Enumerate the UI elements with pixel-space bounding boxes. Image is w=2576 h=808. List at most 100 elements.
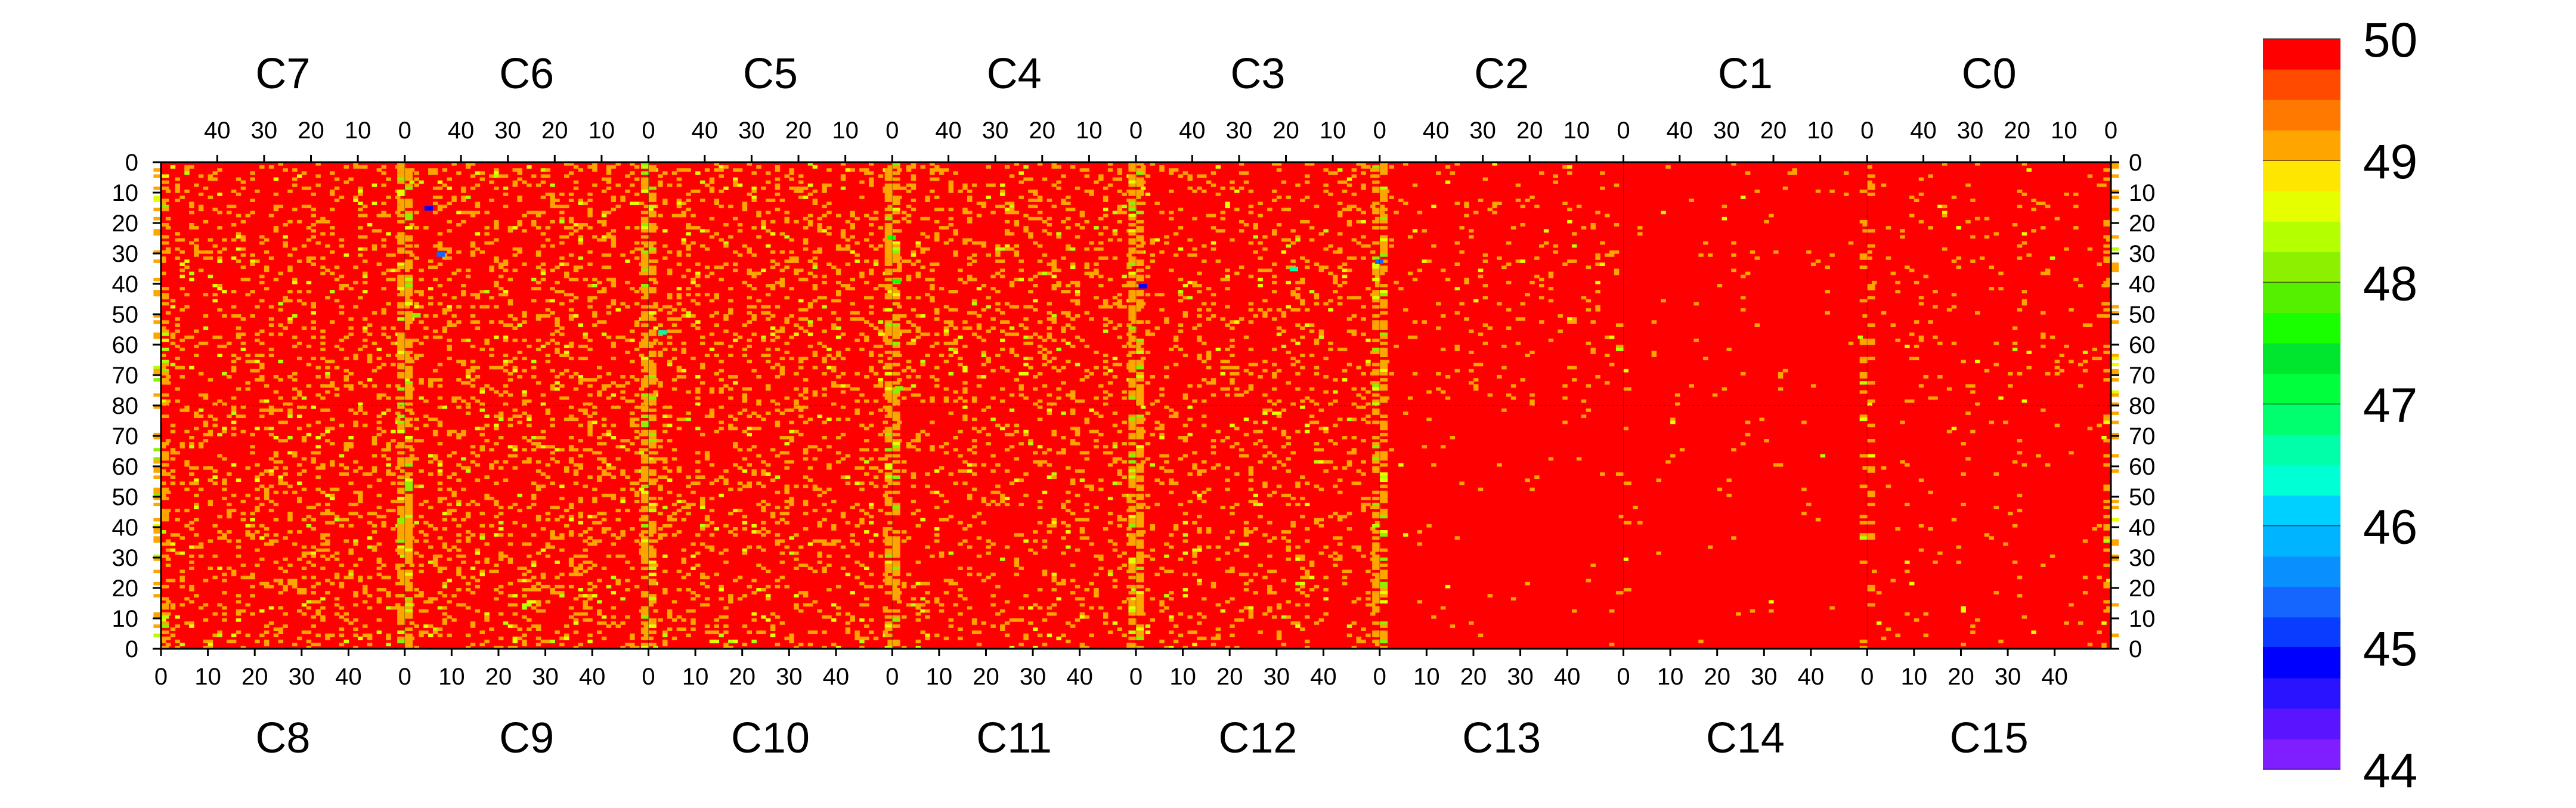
- heatmap-cell: [409, 253, 415, 257]
- heatmap-cell: [371, 247, 377, 251]
- heatmap-cell: [198, 442, 204, 445]
- heatmap-cell: [339, 606, 345, 610]
- heatmap-cell: [329, 189, 335, 193]
- heatmap-cell: [381, 287, 386, 290]
- heatmap-cell: [1079, 378, 1085, 382]
- heatmap-cell: [348, 287, 354, 290]
- heatmap-cell: [414, 551, 419, 555]
- heatmap-cell: [250, 594, 255, 598]
- heatmap-cell: [915, 271, 921, 275]
- heatmap-cell: [522, 369, 527, 373]
- heatmap-cell: [1042, 219, 1048, 224]
- heatmap-cell: [1243, 223, 1249, 227]
- heatmap-cell: [686, 168, 691, 172]
- heatmap-cell: [189, 442, 194, 445]
- heatmap-cell: [165, 189, 171, 193]
- heatmap-cell: [930, 162, 935, 166]
- heatmap-cell: [948, 372, 954, 376]
- heatmap-cell: [437, 463, 443, 467]
- heatmap-cell: [1454, 287, 1460, 290]
- heatmap-cell: [1248, 387, 1254, 391]
- heatmap-cell: [343, 384, 349, 388]
- heatmap-cell: [517, 375, 522, 379]
- heatmap-cell: [714, 202, 720, 205]
- heatmap-cell: [423, 226, 429, 230]
- heatmap-cell: [391, 341, 396, 345]
- heatmap-cell: [363, 165, 368, 169]
- edge-column-cell: [397, 193, 405, 196]
- heatmap-cell: [437, 420, 443, 425]
- heatmap-cell: [803, 378, 809, 382]
- heatmap-cell: [386, 509, 391, 513]
- heatmap-cell: [1117, 323, 1123, 327]
- heatmap-cell: [358, 235, 363, 239]
- heatmap-cell: [1061, 174, 1066, 178]
- heatmap-cell: [498, 265, 504, 270]
- heatmap-cell: [789, 287, 794, 290]
- heatmap-cell: [630, 250, 635, 254]
- edge-column-cell: [884, 226, 893, 230]
- heatmap-cell: [1117, 205, 1123, 209]
- heatmap-cell: [1061, 366, 1066, 370]
- heatmap-cell: [194, 594, 199, 598]
- heatmap-cell: [1426, 390, 1432, 394]
- heatmap-cell: [812, 199, 818, 202]
- heatmap-cell: [475, 426, 481, 431]
- heatmap-cell: [826, 354, 832, 357]
- heatmap-cell: [578, 235, 584, 239]
- heatmap-cell: [934, 232, 940, 236]
- heatmap-cell: [643, 375, 649, 379]
- heatmap-cell: [165, 399, 171, 403]
- edge-column-cell: [404, 277, 413, 281]
- heatmap-cell: [212, 575, 218, 580]
- edge-column-cell: [648, 329, 657, 333]
- heatmap-cell: [179, 196, 185, 199]
- heatmap-cell: [1961, 360, 1966, 364]
- heatmap-cell: [306, 280, 312, 284]
- edge-column-cell: [2111, 162, 2119, 166]
- heatmap-cell: [719, 189, 724, 193]
- heatmap-cell: [1014, 354, 1020, 357]
- heatmap-cell: [325, 390, 330, 394]
- heatmap-cell: [1590, 348, 1596, 351]
- heatmap-cell: [419, 594, 424, 598]
- edge-column-cell: [1867, 186, 1875, 190]
- heatmap-cell: [465, 411, 471, 415]
- heatmap-cell: [278, 308, 283, 312]
- heatmap-cell: [381, 448, 386, 452]
- heatmap-cell: [489, 199, 494, 202]
- edge-column-cell: [397, 168, 405, 172]
- heatmap-cell: [432, 171, 438, 175]
- heatmap-cell: [503, 193, 509, 196]
- heatmap-cell: [868, 171, 874, 175]
- heatmap-cell: [1286, 351, 1291, 354]
- heatmap-cell: [1933, 335, 1938, 339]
- heatmap-cell: [437, 442, 443, 445]
- heatmap-cell: [358, 186, 363, 190]
- heatmap-cell: [555, 348, 560, 351]
- heatmap-cell: [203, 250, 209, 254]
- heatmap-cell: [550, 183, 555, 187]
- heatmap-cell: [606, 372, 612, 376]
- heatmap-cell: [2041, 311, 2046, 315]
- heatmap-cell: [301, 436, 307, 439]
- heatmap-cell: [175, 186, 181, 190]
- edge-column-cell: [892, 345, 900, 348]
- heatmap-cell: [343, 639, 349, 643]
- heatmap-cell: [779, 232, 785, 236]
- heatmap-cell: [1084, 247, 1089, 251]
- heatmap-cell: [1792, 168, 1797, 172]
- heatmap-cell: [456, 171, 462, 175]
- heatmap-cell: [1075, 186, 1080, 190]
- heatmap-cell: [437, 591, 443, 595]
- heatmap-cell: [1230, 372, 1235, 376]
- heatmap-cell: [278, 205, 283, 209]
- heatmap-cell: [1009, 280, 1015, 284]
- edge-column-cell: [1372, 268, 1380, 273]
- edge-column-cell: [892, 399, 900, 403]
- heatmap-cell: [268, 500, 274, 503]
- heatmap-cell: [540, 232, 546, 236]
- heatmap-cell: [465, 369, 471, 373]
- heatmap-cell: [1028, 199, 1033, 202]
- heatmap-cell: [555, 290, 560, 293]
